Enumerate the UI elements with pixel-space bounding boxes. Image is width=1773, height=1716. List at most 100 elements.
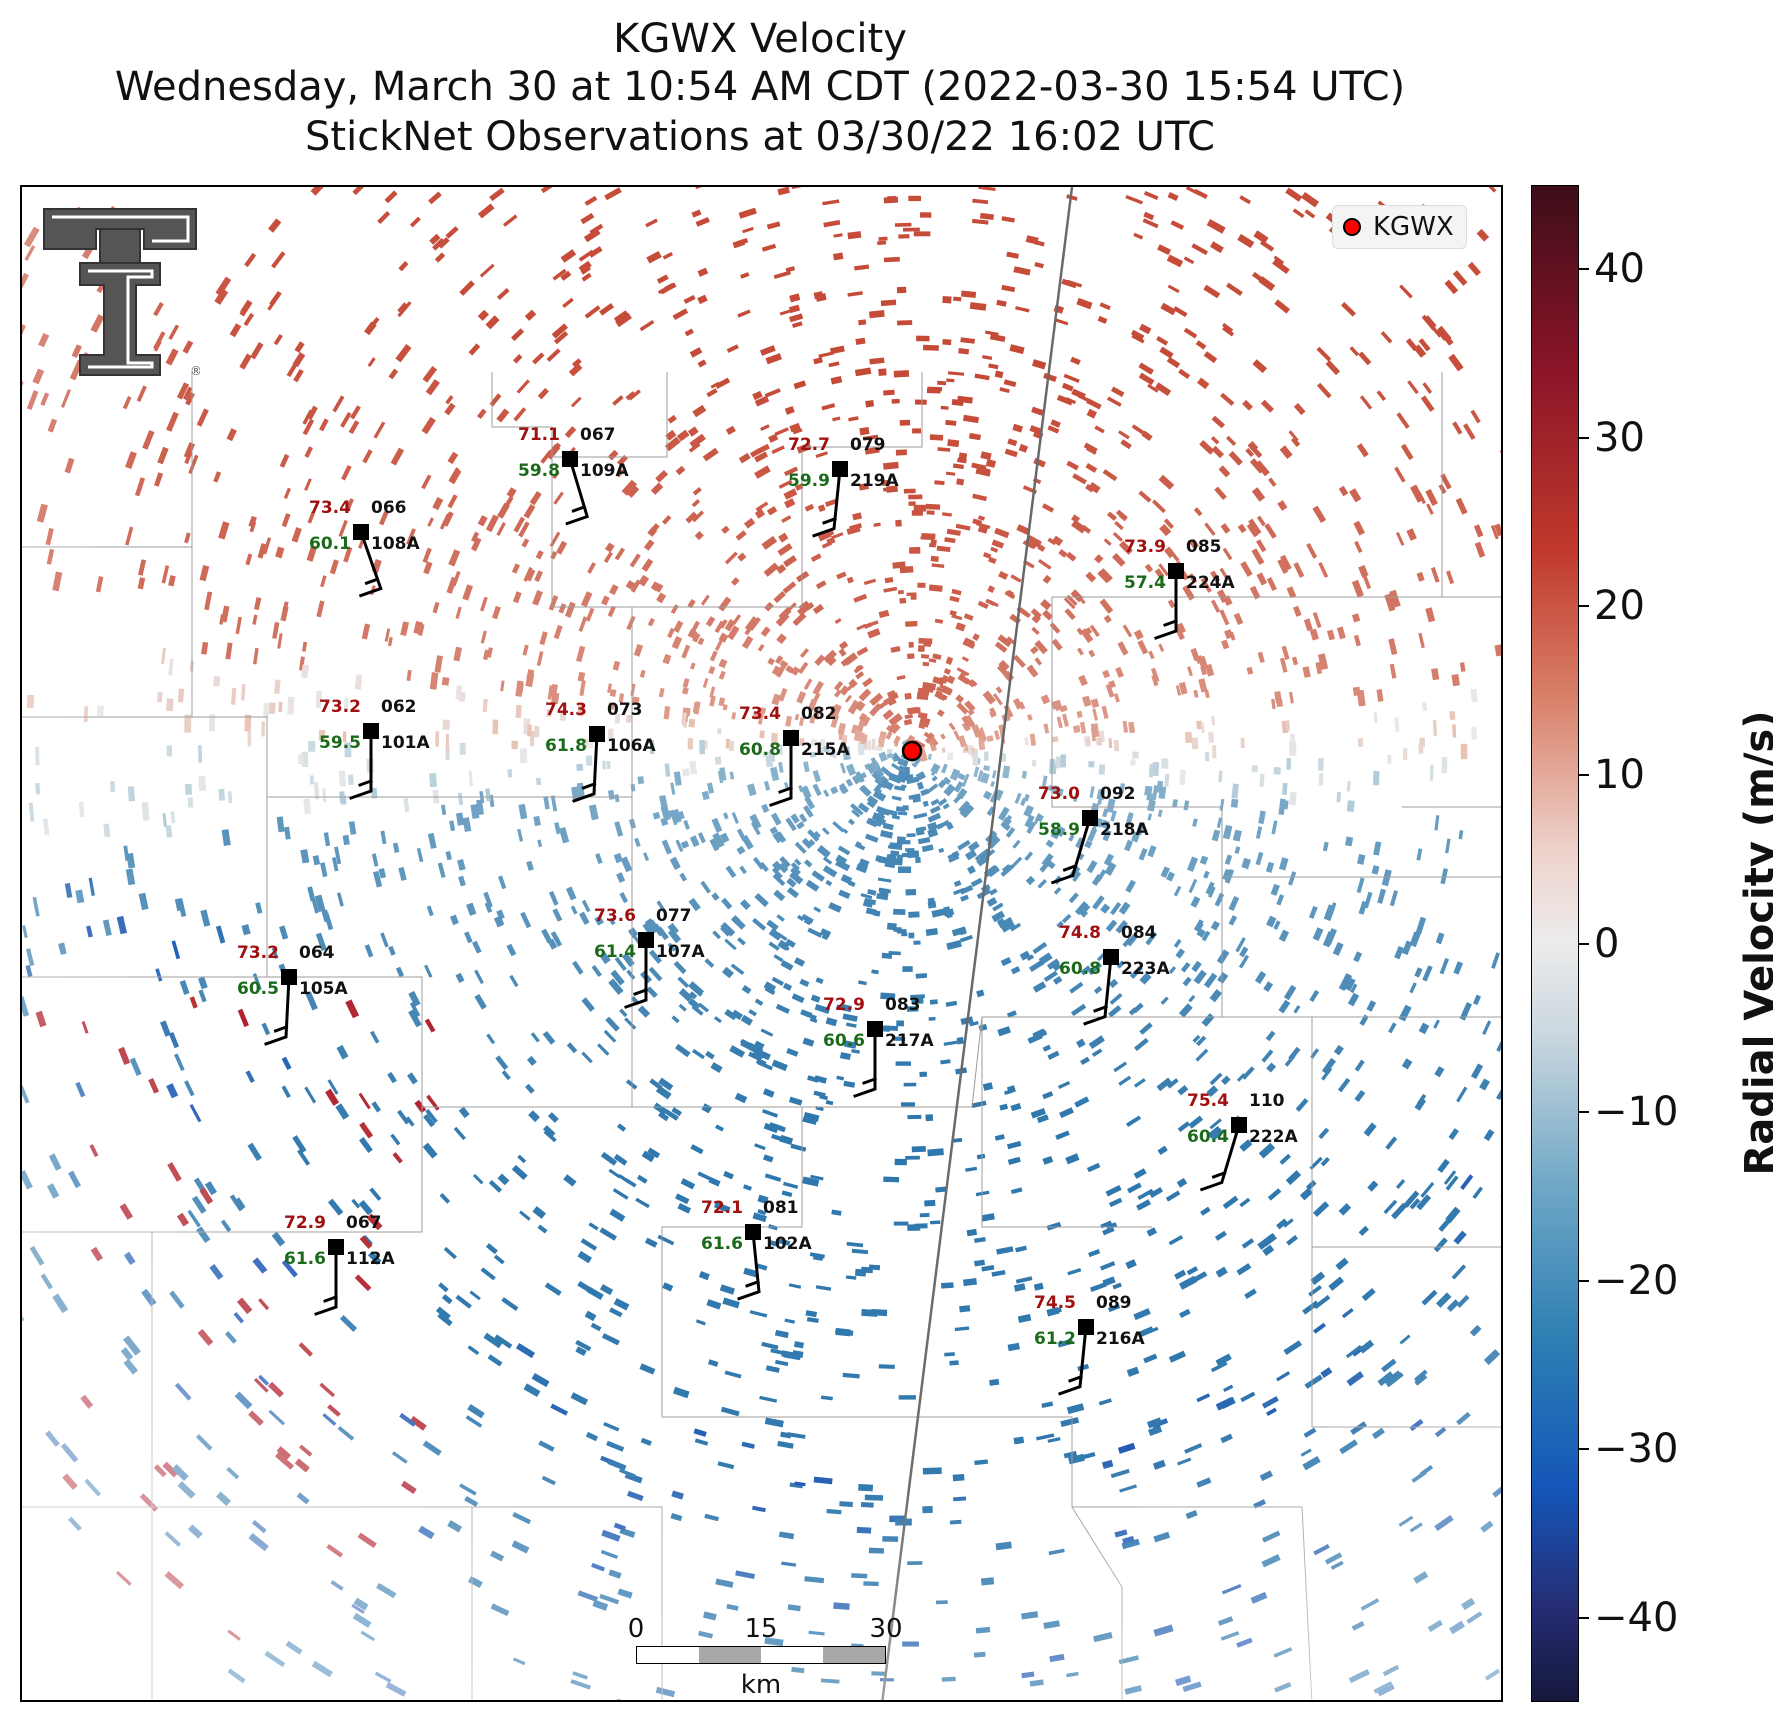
station-id: 108A [371, 534, 420, 554]
station-id: 109A [580, 461, 629, 481]
station-marker-icon [1231, 1117, 1247, 1133]
radar-site-marker [901, 740, 923, 762]
title-datetime: Wednesday, March 30 at 10:54 AM CDT (202… [114, 64, 1406, 110]
station-dewpoint: 61.6 [284, 1249, 326, 1269]
station-temperature: 74.3 [545, 700, 587, 720]
station-id: 105A [299, 979, 348, 999]
station-value: 092 [1100, 784, 1136, 804]
station-marker-icon [1103, 949, 1119, 965]
station-dewpoint: 59.9 [788, 471, 830, 491]
station-dewpoint: 61.4 [594, 942, 636, 962]
station-temperature: 73.4 [309, 498, 351, 518]
scale-bar [636, 1646, 886, 1664]
colorbar-tick-label: 0 [1594, 920, 1620, 967]
title-radar: KGWX Velocity [613, 16, 907, 62]
station-temperature: 73.0 [1038, 784, 1080, 804]
wind-barb [1050, 816, 1092, 885]
station-id: 107A [656, 942, 705, 962]
station-id: 219A [850, 471, 899, 491]
wind-barb [812, 467, 842, 538]
colorbar-tick [1579, 1616, 1589, 1619]
station-dewpoint: 59.5 [319, 733, 361, 753]
station-id: 216A [1096, 1329, 1145, 1349]
station-temperature: 72.9 [284, 1213, 326, 1233]
colorbar-tick-label: 30 [1594, 414, 1645, 461]
colorbar-tick-label: −40 [1594, 1594, 1679, 1641]
station-temperature: 73.4 [739, 704, 781, 724]
map-legend: KGWX [1332, 205, 1467, 249]
station-temperature: 72.9 [823, 995, 865, 1015]
station-value: 062 [381, 697, 417, 717]
colorbar-tick [1579, 773, 1589, 776]
wind-barb [624, 938, 648, 1009]
colorbar-tick-label: −10 [1594, 1089, 1679, 1136]
station-marker-icon [353, 524, 369, 540]
wind-barb [769, 736, 793, 807]
scale-label-0: 0 [627, 1614, 645, 1644]
station-id: 106A [607, 736, 656, 756]
station-id: 223A [1121, 959, 1170, 979]
station-dewpoint: 60.1 [309, 534, 351, 554]
wind-barb [358, 530, 383, 598]
station-temperature: 72.7 [788, 435, 830, 455]
legend-label: KGWX [1373, 212, 1454, 242]
colorbar-tick-label: 10 [1594, 751, 1645, 798]
station-marker-icon [1168, 563, 1184, 579]
wind-barb [565, 457, 590, 526]
station-dewpoint: 61.2 [1034, 1329, 1076, 1349]
colorbar [1531, 185, 1579, 1702]
station-temperature: 74.5 [1034, 1293, 1076, 1313]
station-value: 064 [299, 943, 335, 963]
station-dewpoint: 61.6 [701, 1234, 743, 1254]
station-marker-icon [638, 932, 654, 948]
scale-segment [761, 1647, 823, 1663]
station-dewpoint: 59.8 [518, 461, 560, 481]
station-marker-icon [562, 451, 578, 467]
station-id: 112A [346, 1249, 395, 1269]
station-id: 217A [885, 1031, 934, 1051]
station-temperature: 73.2 [237, 943, 279, 963]
station-id: 224A [1186, 573, 1235, 593]
station-id: 101A [381, 733, 430, 753]
wind-barb [1199, 1123, 1241, 1192]
station-id: 215A [801, 740, 850, 760]
scale-label-15: 15 [744, 1614, 778, 1644]
station-marker-icon [1078, 1319, 1094, 1335]
wind-barb [853, 1027, 877, 1098]
station-marker-icon [328, 1239, 344, 1255]
station-marker-icon [867, 1021, 883, 1037]
station-value: 077 [656, 906, 692, 926]
station-dewpoint: 58.9 [1038, 820, 1080, 840]
double-t-logo: ® [43, 208, 200, 378]
station-dewpoint: 60.6 [823, 1031, 865, 1051]
station-marker-icon [363, 723, 379, 739]
radar-velocity-layer [22, 187, 1501, 1700]
wind-barb [1154, 569, 1178, 640]
scale-segment [637, 1647, 699, 1663]
colorbar-tick [1579, 942, 1589, 945]
colorbar-title: Radial Velocity (m/s) [1737, 710, 1773, 1176]
station-temperature: 74.8 [1059, 923, 1101, 943]
station-dewpoint: 61.8 [545, 736, 587, 756]
colorbar-tick [1579, 1111, 1589, 1114]
station-marker-icon [589, 726, 605, 742]
station-value: 110 [1249, 1091, 1285, 1111]
wind-barb [264, 975, 291, 1046]
station-dewpoint: 60.8 [1059, 959, 1101, 979]
colorbar-tick-label: −20 [1594, 1257, 1679, 1304]
wind-barbs [264, 457, 1241, 1396]
station-value: 083 [885, 995, 921, 1015]
station-temperature: 71.1 [518, 425, 560, 445]
colorbar-tick [1579, 268, 1589, 271]
station-value: 073 [607, 700, 643, 720]
station-value: 079 [850, 435, 886, 455]
station-value: 084 [1121, 923, 1157, 943]
station-dewpoint: 60.5 [237, 979, 279, 999]
station-temperature: 75.4 [1187, 1091, 1229, 1111]
title-observations: StickNet Observations at 03/30/22 16:02 … [305, 114, 1215, 160]
station-dewpoint: 60.8 [739, 740, 781, 760]
radar-map[interactable]: KGWX 71.1 067 59.8 109A 72.7 079 59.9 219A 73.4 0… [20, 185, 1503, 1702]
station-temperature: 73.2 [319, 697, 361, 717]
colorbar-tick [1579, 1279, 1589, 1282]
station-value: 067 [580, 425, 616, 445]
